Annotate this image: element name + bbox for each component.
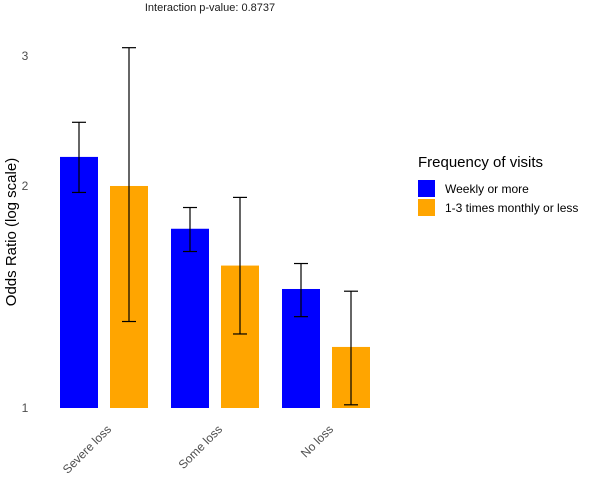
bar-weekly bbox=[171, 228, 209, 408]
x-tick-label: Severe loss bbox=[60, 422, 114, 476]
legend-swatch bbox=[418, 180, 435, 197]
y-tick-label: 3 bbox=[22, 49, 29, 63]
error-bar bbox=[344, 290, 358, 406]
legend-title: Frequency of visits bbox=[418, 154, 543, 171]
y-axis-ticks: 1 2 3 bbox=[22, 49, 29, 415]
error-bar bbox=[294, 262, 308, 318]
error-bar bbox=[183, 206, 197, 253]
y-axis-label: Odds Ratio (log scale) bbox=[3, 158, 20, 306]
x-axis-ticks: Severe loss Some loss No loss bbox=[60, 422, 336, 476]
error-bar bbox=[122, 47, 136, 323]
x-tick-label: No loss bbox=[298, 422, 336, 460]
legend-label: 1-3 times monthly or less bbox=[445, 201, 578, 215]
error-bar bbox=[233, 196, 247, 335]
chart-subtitle: Interaction p-value: 0.8737 bbox=[145, 2, 275, 14]
legend: Frequency of visits Weekly or more 1-3 ti… bbox=[418, 154, 578, 216]
x-tick-label: Some loss bbox=[176, 422, 226, 472]
error-bars-group bbox=[72, 47, 358, 406]
bar-weekly bbox=[60, 156, 98, 408]
error-bar bbox=[72, 121, 86, 194]
y-tick-label: 2 bbox=[22, 179, 29, 193]
y-tick-label: 1 bbox=[22, 401, 29, 415]
legend-swatch bbox=[418, 199, 435, 216]
bars-group bbox=[60, 156, 370, 408]
legend-label: Weekly or more bbox=[445, 182, 529, 196]
legend-items: Weekly or more 1-3 times monthly or less bbox=[418, 180, 578, 216]
